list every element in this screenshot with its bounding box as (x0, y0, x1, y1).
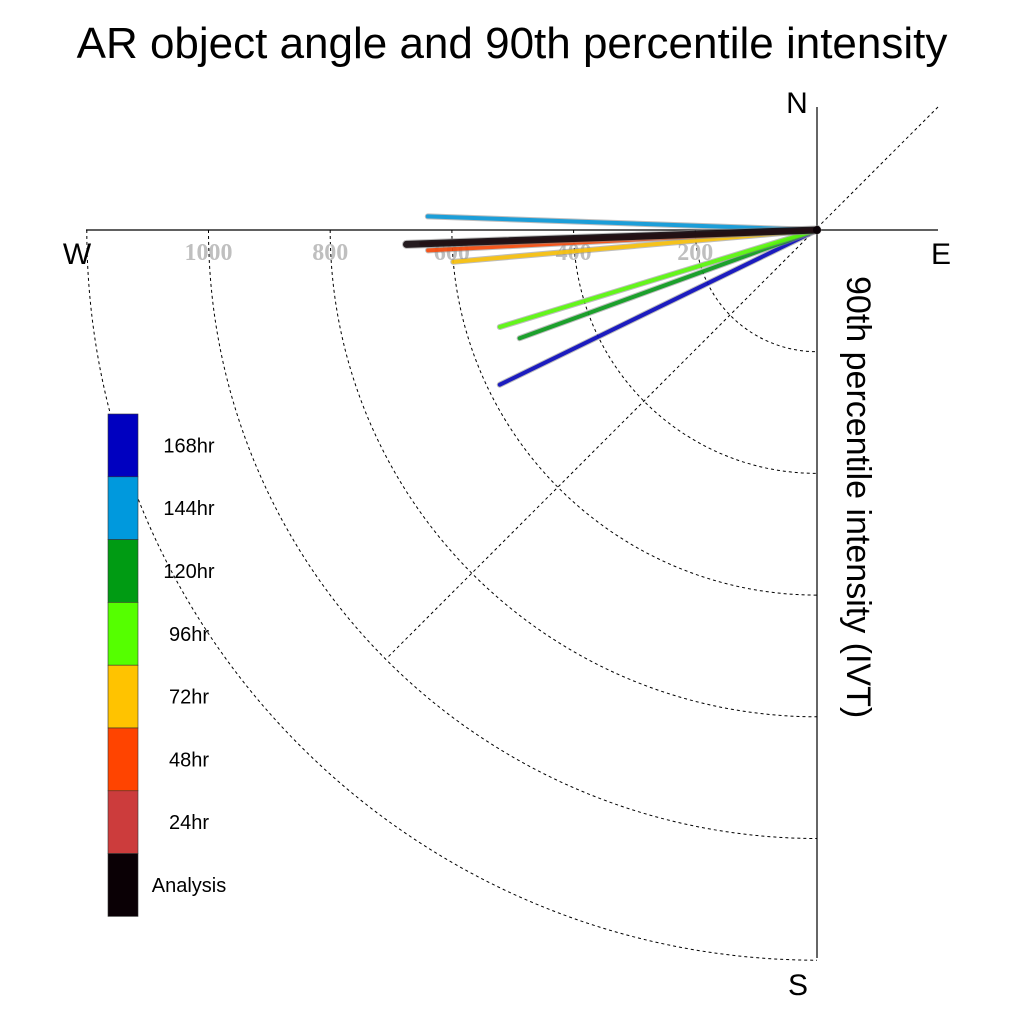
legend-label: 24hr (169, 812, 209, 834)
legend-swatch-analysis (107, 853, 139, 917)
diagonal-guide (386, 106, 939, 659)
chart-title: AR object angle and 90th percentile inte… (77, 19, 948, 68)
legend-swatch-120hr (107, 539, 139, 603)
radial-arc (86, 229, 818, 961)
legend-label: 144hr (163, 498, 214, 520)
legend-swatch-48hr (107, 727, 139, 792)
legend: 168hr 144hr 120hr 96hr 72hr 48hr 24hr Analysis (107, 413, 226, 917)
legend-label: 48hr (169, 749, 209, 771)
legend-swatch-72hr (107, 664, 139, 729)
legend-label: 96hr (169, 624, 209, 646)
compass-south: S (788, 969, 808, 1002)
radial-arc (694, 229, 818, 353)
radial-arc (208, 229, 818, 839)
series-vectors (402, 213, 822, 388)
vector-analysis (403, 226, 821, 248)
vector-96hr (497, 228, 819, 329)
radial-arc (329, 229, 818, 718)
radial-grid (86, 229, 818, 961)
compass-north: N (786, 87, 808, 120)
vector-144hr (425, 214, 819, 232)
compass-east: E (931, 238, 951, 271)
legend-swatch-96hr (107, 602, 139, 666)
legend-swatch-24hr (107, 790, 139, 854)
legend-swatch-144hr (107, 476, 139, 540)
radial-arc (451, 229, 818, 596)
legend-swatch-168hr (107, 413, 139, 478)
y-axis-label: 90th percentile intensity (IVT) (839, 276, 877, 718)
origin-point (813, 226, 821, 234)
compass-west: W (63, 238, 92, 271)
tick-label: 800 (312, 240, 348, 266)
legend-label: 168hr (163, 435, 214, 457)
legend-label: Analysis (152, 875, 226, 897)
tick-label: 1000 (185, 240, 233, 266)
legend-label: 120hr (163, 561, 214, 583)
radial-arc (573, 229, 818, 474)
vector-168hr (497, 228, 819, 387)
legend-label: 72hr (169, 687, 209, 709)
